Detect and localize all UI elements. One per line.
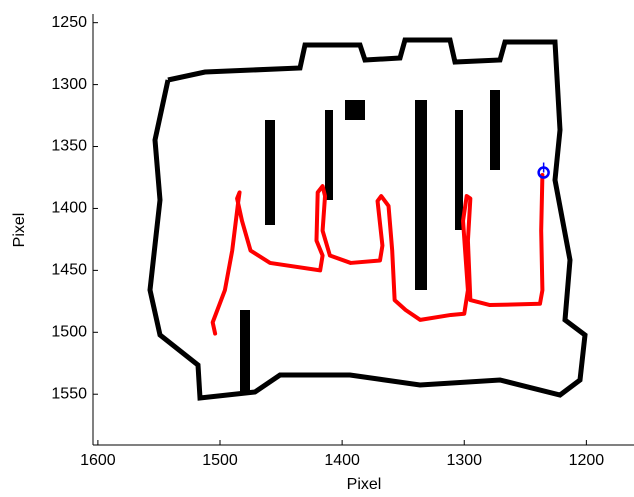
y-tick-label: 1350 <box>51 138 87 155</box>
y-tick-label: 1500 <box>51 324 87 341</box>
robot-marker <box>537 166 550 179</box>
y-tick-label: 1450 <box>51 262 87 279</box>
x-tick-label: 1500 <box>202 452 238 469</box>
y-tick-label: 1550 <box>51 385 87 402</box>
x-tick-label: 1600 <box>80 452 116 469</box>
x-tick-label: 1400 <box>324 452 360 469</box>
y-tick-label: 1250 <box>51 14 87 31</box>
y-axis-label: Pixel <box>11 213 28 248</box>
x-axis-label: Pixel <box>347 476 382 493</box>
occupancy-map <box>147 37 588 401</box>
x-tick-label: 1300 <box>446 452 482 469</box>
y-tick-label: 1300 <box>51 76 87 93</box>
x-tick-label: 1200 <box>569 452 605 469</box>
trajectory-line <box>210 173 545 336</box>
y-tick-label: 1400 <box>51 200 87 217</box>
